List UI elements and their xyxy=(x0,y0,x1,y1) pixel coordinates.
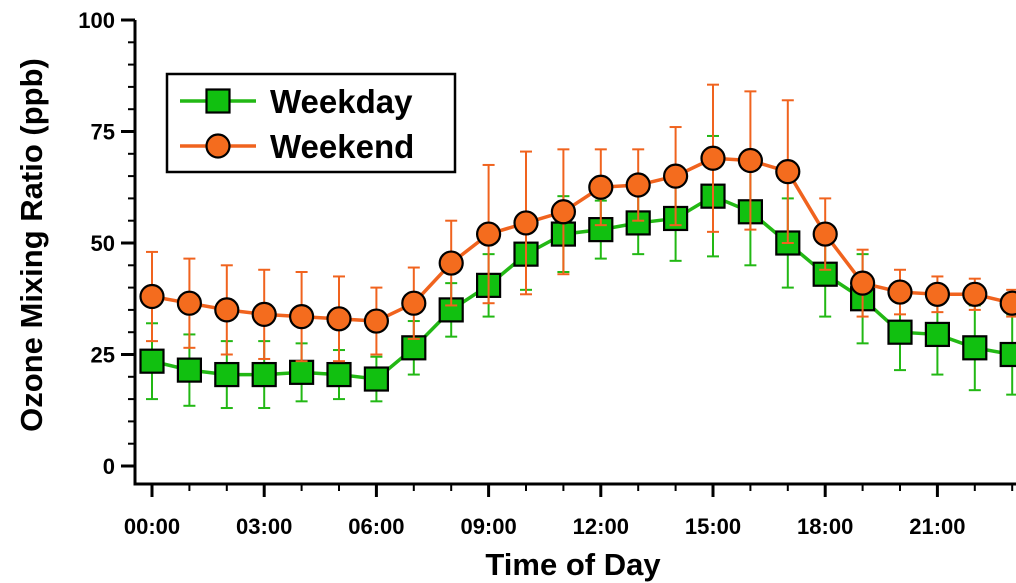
weekend-point xyxy=(513,210,539,236)
weekend-point xyxy=(588,174,614,200)
weekend-point xyxy=(737,147,764,174)
weekend-point xyxy=(775,159,801,185)
legend-weekday-marker xyxy=(205,88,231,114)
weekend-series xyxy=(139,83,1016,363)
weekday-point xyxy=(887,319,913,345)
weekday-point xyxy=(962,335,988,361)
weekend-point xyxy=(176,290,202,316)
weekday-point xyxy=(251,361,277,388)
weekend-point xyxy=(214,297,240,323)
legend-weekday-label: Weekday xyxy=(270,83,413,120)
x-tick-label: 18:00 xyxy=(797,514,853,539)
x-tick-label: 21:00 xyxy=(909,514,965,539)
legend: Weekday Weekend xyxy=(165,72,457,174)
weekend-point xyxy=(363,308,389,334)
x-axis-title: Time of Day xyxy=(485,547,661,582)
weekday-point xyxy=(363,366,389,392)
weekend-point xyxy=(550,199,577,225)
y-tick-label: 100 xyxy=(78,8,115,33)
weekend-point xyxy=(139,283,165,310)
weekend-point xyxy=(289,303,315,330)
x-tick-label: 15:00 xyxy=(685,514,741,539)
y-tick-label: 50 xyxy=(91,231,115,256)
weekend-point xyxy=(962,281,988,307)
weekend-point xyxy=(326,306,352,332)
legend-weekend-marker xyxy=(205,133,231,159)
weekend-point xyxy=(700,145,726,171)
weekday-series xyxy=(139,134,1016,410)
weekday-point xyxy=(999,341,1016,368)
legend-weekend-label: Weekend xyxy=(270,128,414,165)
weekend-point xyxy=(812,221,838,247)
x-tick-label: 00:00 xyxy=(124,514,180,539)
weekend-point xyxy=(924,281,951,307)
y-tick-label: 0 xyxy=(103,454,115,479)
weekend-point xyxy=(887,279,913,305)
weekday-point xyxy=(139,348,165,374)
weekday-point xyxy=(289,359,315,385)
weekend-line xyxy=(151,156,1013,323)
weekend-point xyxy=(401,290,427,316)
weekend-point xyxy=(476,221,502,247)
x-tick-label: 06:00 xyxy=(348,514,404,539)
y-tick-label: 25 xyxy=(91,343,115,368)
x-tick-label: 03:00 xyxy=(236,514,292,539)
weekday-point xyxy=(924,321,951,348)
weekday-point xyxy=(176,357,202,383)
x-tick-label: 12:00 xyxy=(573,514,629,539)
axes-layer: 0 25 50 75 100 00:00 03:00 06:00 09:00 12:00 15:00… xyxy=(78,8,1016,539)
weekend-point xyxy=(251,301,277,327)
y-axis-title: Ozone Mixing Ratio (ppb) xyxy=(14,58,49,432)
weekend-point xyxy=(662,163,689,189)
weekend-point xyxy=(849,270,876,296)
x-tick-label: 09:00 xyxy=(460,514,516,539)
weekday-point xyxy=(214,361,240,388)
weekend-point xyxy=(625,172,651,198)
series-layer xyxy=(139,83,1016,410)
weekday-point xyxy=(326,361,352,388)
y-tick-label: 75 xyxy=(91,120,115,145)
weekend-point xyxy=(438,250,464,276)
weekend-point xyxy=(999,290,1016,316)
